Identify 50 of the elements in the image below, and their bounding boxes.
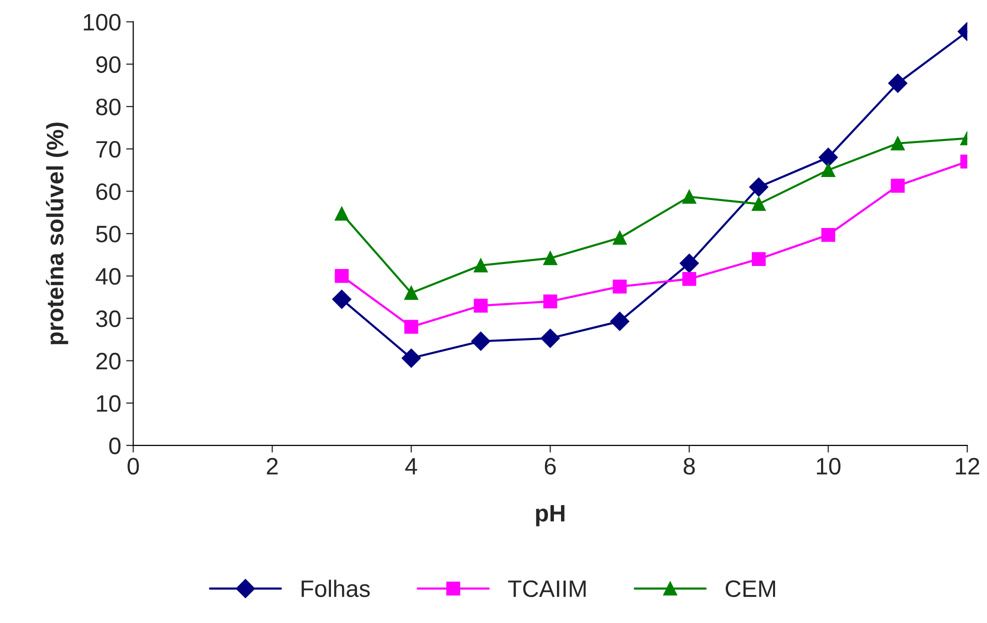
point bbox=[752, 197, 766, 211]
point bbox=[540, 328, 560, 348]
point bbox=[818, 148, 838, 167]
y-tick-label: 0 bbox=[109, 438, 121, 454]
y-tick-label: 30 bbox=[96, 310, 121, 328]
legend-label: TCAIIM bbox=[508, 580, 586, 598]
x-tick-label: 8 bbox=[684, 458, 695, 475]
point bbox=[612, 230, 627, 245]
point bbox=[332, 290, 352, 309]
y-axis-title: proteína solúvel (%) bbox=[46, 122, 68, 344]
point bbox=[682, 272, 696, 286]
point bbox=[543, 294, 558, 308]
y-tick-label: 90 bbox=[96, 56, 121, 73]
point bbox=[334, 206, 349, 221]
point bbox=[888, 74, 908, 93]
x-tick-label: 10 bbox=[816, 458, 840, 475]
x-axis-title: pH bbox=[536, 505, 564, 526]
point bbox=[749, 177, 768, 197]
y-tick-label: 70 bbox=[96, 140, 121, 158]
y-tick-label: 20 bbox=[96, 352, 121, 370]
point bbox=[752, 252, 766, 266]
point bbox=[890, 178, 905, 193]
y-tick-label: 40 bbox=[96, 268, 121, 285]
point bbox=[402, 348, 421, 368]
x-tick-label: 6 bbox=[544, 458, 556, 475]
point bbox=[890, 136, 905, 150]
point bbox=[821, 163, 836, 178]
y-tick-label: 60 bbox=[96, 183, 121, 200]
y-tick-label: 100 bbox=[84, 14, 121, 31]
point bbox=[471, 332, 490, 351]
point bbox=[404, 286, 418, 300]
point bbox=[334, 269, 349, 283]
legend-label: CEM bbox=[726, 580, 776, 598]
point bbox=[610, 312, 630, 331]
point bbox=[474, 298, 488, 313]
point bbox=[543, 251, 558, 266]
x-tick-label: 12 bbox=[956, 458, 980, 474]
point bbox=[404, 320, 418, 334]
point bbox=[682, 190, 696, 204]
legend-label: Folhas bbox=[302, 580, 370, 598]
y-tick-label: 10 bbox=[96, 395, 121, 412]
x-tick-label: 2 bbox=[266, 458, 278, 474]
point bbox=[680, 254, 699, 273]
y-tick-label: 80 bbox=[96, 98, 121, 116]
y-tick-label: 50 bbox=[96, 226, 121, 242]
point bbox=[474, 258, 488, 272]
x-tick-label: 4 bbox=[405, 458, 418, 474]
x-tick-label: 0 bbox=[128, 458, 139, 475]
point bbox=[821, 228, 836, 242]
point bbox=[612, 280, 627, 294]
